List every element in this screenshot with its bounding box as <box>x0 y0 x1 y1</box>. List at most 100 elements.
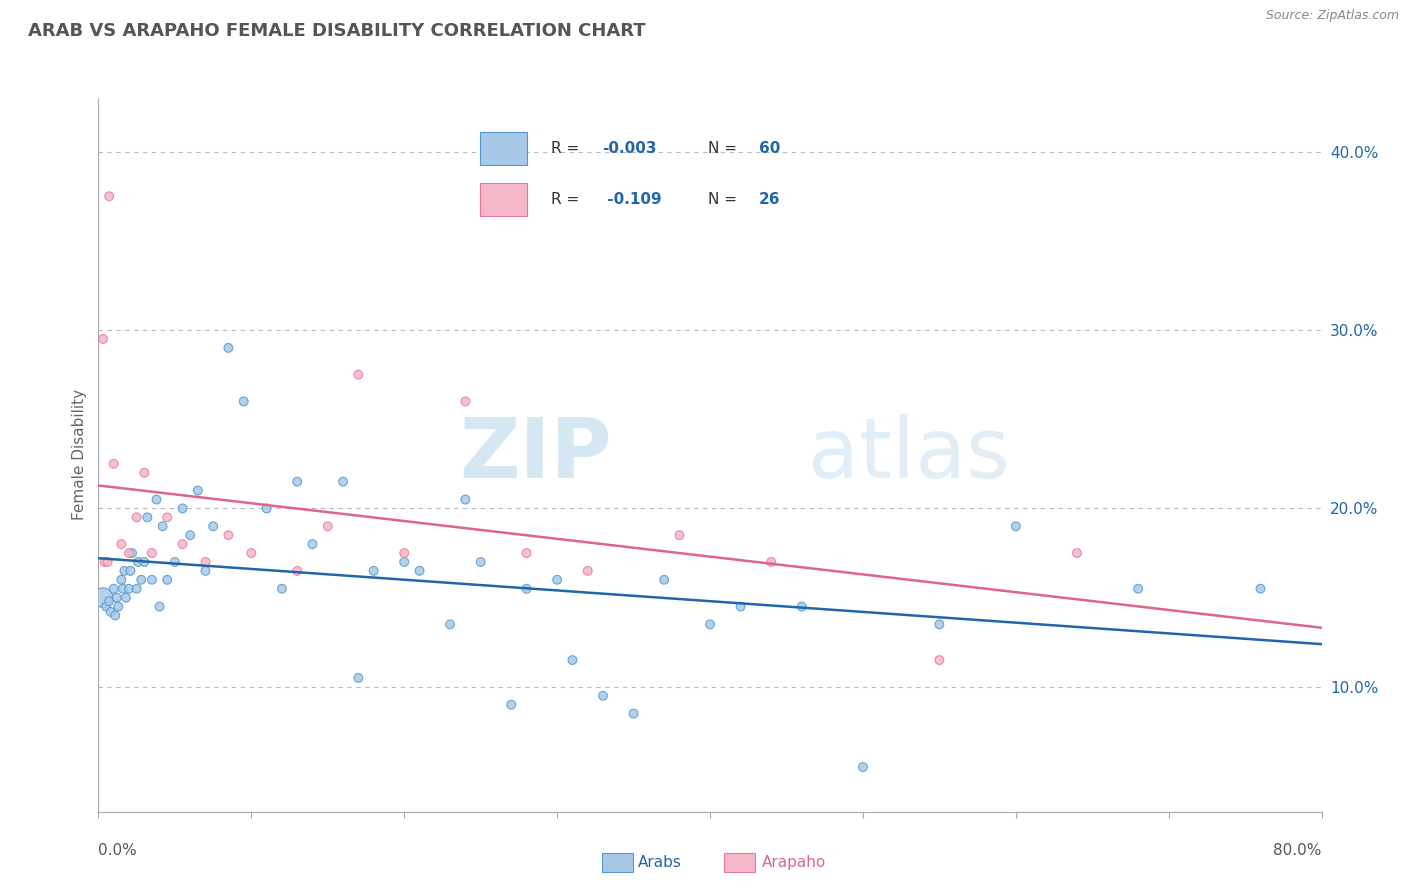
Point <box>91 591 114 605</box>
Point <box>516 546 538 560</box>
Text: Source: ZipAtlas.com: Source: ZipAtlas.com <box>1265 9 1399 22</box>
Point <box>136 510 159 524</box>
Y-axis label: Female Disability: Female Disability <box>72 389 87 521</box>
Point <box>761 555 783 569</box>
Point <box>316 519 339 533</box>
Point <box>561 653 583 667</box>
Text: Arapaho: Arapaho <box>762 855 827 870</box>
Text: -0.109: -0.109 <box>602 192 661 207</box>
Point <box>501 698 523 712</box>
Point <box>121 546 143 560</box>
Point <box>141 546 163 560</box>
Point <box>125 582 148 596</box>
Point <box>134 466 156 480</box>
Point <box>107 599 129 614</box>
Point <box>104 608 127 623</box>
Point <box>152 519 174 533</box>
Point <box>98 594 121 608</box>
Point <box>470 555 492 569</box>
Point <box>408 564 430 578</box>
FancyBboxPatch shape <box>479 183 527 216</box>
Point <box>516 582 538 596</box>
Text: N =: N = <box>709 141 742 156</box>
Point <box>592 689 614 703</box>
Point <box>98 189 121 203</box>
Point <box>256 501 278 516</box>
Point <box>217 528 239 542</box>
Point <box>120 564 142 578</box>
Point <box>97 555 120 569</box>
Point <box>202 519 225 533</box>
Text: R =: R = <box>551 141 583 156</box>
Point <box>232 394 254 409</box>
Point <box>156 510 179 524</box>
Point <box>194 564 217 578</box>
Text: 0.0%: 0.0% <box>98 843 138 858</box>
Point <box>105 591 128 605</box>
Point <box>134 555 156 569</box>
Point <box>103 582 125 596</box>
Point <box>217 341 239 355</box>
Point <box>172 501 194 516</box>
Point <box>91 332 114 346</box>
Text: -0.003: -0.003 <box>602 141 657 156</box>
Text: 60: 60 <box>759 141 780 156</box>
Point <box>115 591 138 605</box>
Text: 80.0%: 80.0% <box>1274 843 1322 858</box>
Point <box>392 555 416 569</box>
Point <box>347 671 370 685</box>
Point <box>285 564 308 578</box>
Point <box>454 394 477 409</box>
Point <box>285 475 308 489</box>
Point <box>730 599 752 614</box>
Point <box>149 599 172 614</box>
Point <box>1128 582 1150 596</box>
Point <box>928 653 950 667</box>
Point <box>301 537 323 551</box>
Text: N =: N = <box>709 192 742 207</box>
Point <box>156 573 179 587</box>
Point <box>240 546 263 560</box>
Point <box>790 599 813 614</box>
Point <box>1066 546 1088 560</box>
Point <box>852 760 875 774</box>
Point <box>652 573 675 587</box>
Point <box>125 510 148 524</box>
Point <box>546 573 568 587</box>
Text: ARAB VS ARAPAHO FEMALE DISABILITY CORRELATION CHART: ARAB VS ARAPAHO FEMALE DISABILITY CORREL… <box>28 22 645 40</box>
Point <box>623 706 645 721</box>
Point <box>576 564 599 578</box>
Point <box>103 457 125 471</box>
Point <box>163 555 186 569</box>
Point <box>110 573 132 587</box>
Text: atlas: atlas <box>808 415 1010 495</box>
Point <box>1004 519 1026 533</box>
Point <box>141 573 163 587</box>
Point <box>270 582 294 596</box>
Point <box>347 368 370 382</box>
Point <box>118 546 141 560</box>
Point <box>928 617 950 632</box>
Point <box>112 564 135 578</box>
Text: Arabs: Arabs <box>638 855 682 870</box>
Point <box>179 528 201 542</box>
Point <box>93 555 115 569</box>
FancyBboxPatch shape <box>479 132 527 165</box>
Text: R =: R = <box>551 192 583 207</box>
Text: 26: 26 <box>759 192 780 207</box>
Text: ZIP: ZIP <box>460 415 612 495</box>
Point <box>332 475 354 489</box>
Point <box>454 492 477 507</box>
Point <box>94 599 117 614</box>
Point <box>1250 582 1272 596</box>
Point <box>392 546 416 560</box>
Point <box>363 564 385 578</box>
Point <box>187 483 209 498</box>
Point <box>699 617 721 632</box>
Point <box>145 492 167 507</box>
Point <box>668 528 690 542</box>
Point <box>172 537 194 551</box>
Point <box>111 582 134 596</box>
Point <box>118 582 141 596</box>
Point <box>127 555 149 569</box>
